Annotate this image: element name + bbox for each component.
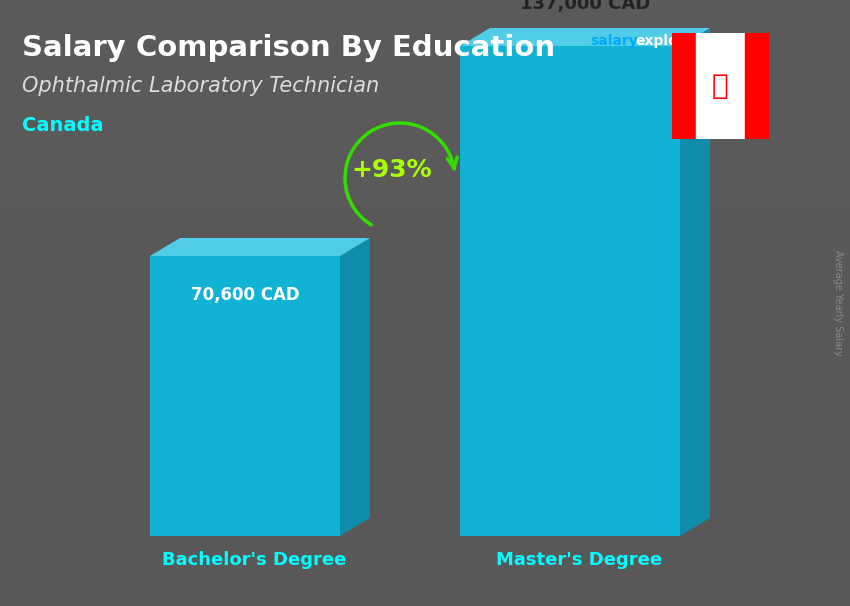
Polygon shape	[460, 28, 710, 46]
Polygon shape	[340, 238, 370, 536]
Bar	[745, 33, 769, 139]
Polygon shape	[460, 46, 680, 536]
Text: 🍁: 🍁	[712, 72, 728, 101]
Text: 70,600 CAD: 70,600 CAD	[190, 286, 299, 304]
Text: explorer: explorer	[635, 34, 701, 48]
Bar	[672, 33, 696, 139]
Text: Canada: Canada	[22, 116, 104, 135]
Text: Bachelor's Degree: Bachelor's Degree	[162, 551, 346, 569]
Polygon shape	[150, 256, 340, 536]
Text: Ophthalmic Laboratory Technician: Ophthalmic Laboratory Technician	[22, 76, 379, 96]
Text: salary: salary	[590, 34, 638, 48]
Bar	[0, 0, 850, 206]
Polygon shape	[150, 238, 370, 256]
Polygon shape	[680, 28, 710, 536]
Text: Average Yearly Salary: Average Yearly Salary	[833, 250, 843, 356]
Text: +93%: +93%	[352, 158, 433, 182]
Text: Salary Comparison By Education: Salary Comparison By Education	[22, 34, 555, 62]
Bar	[696, 33, 745, 139]
Text: .com: .com	[690, 34, 728, 48]
Text: 137,000 CAD: 137,000 CAD	[520, 0, 650, 13]
Text: Master's Degree: Master's Degree	[496, 551, 662, 569]
